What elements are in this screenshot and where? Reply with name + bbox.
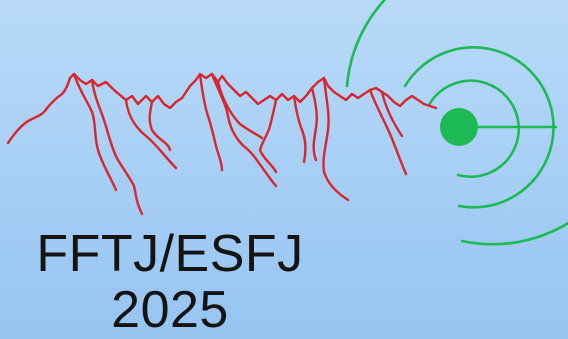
event-title: FFTJ/ESFJ	[36, 225, 304, 283]
event-year: 2025	[111, 281, 229, 339]
mountain-crease	[124, 98, 178, 170]
mountain-crease	[310, 86, 318, 162]
mountain-crease	[368, 88, 408, 176]
mountain-crease	[292, 94, 307, 164]
mountain-crease	[148, 100, 172, 152]
mountain-crease	[198, 72, 224, 172]
mountain-range-graphic	[6, 72, 438, 216]
mountain-crease	[322, 76, 350, 202]
mountain-ridge	[6, 72, 438, 145]
signal-rings-graphic	[345, 0, 568, 246]
mountain-crease	[380, 90, 404, 138]
middle-signal-arc	[403, 46, 555, 209]
inner-signal-arc	[427, 79, 520, 178]
mountain-crease	[90, 78, 144, 216]
mountain-crease	[216, 80, 264, 140]
mountain-crease	[72, 72, 118, 192]
mountain-crease	[258, 98, 278, 174]
signal-dot	[440, 108, 478, 146]
